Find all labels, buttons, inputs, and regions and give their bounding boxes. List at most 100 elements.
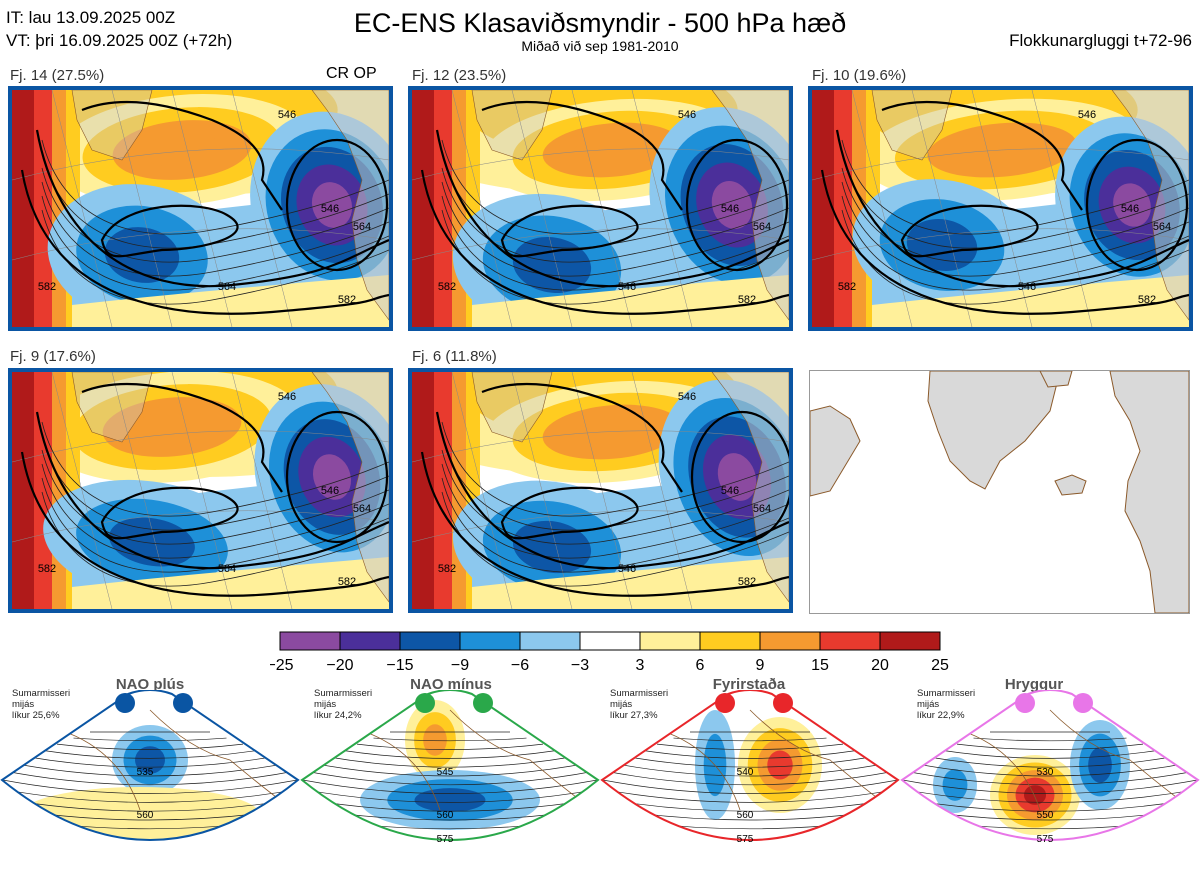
regime-meta: Sumarmisseri mijás líkur 22,9% [917, 688, 975, 721]
height-contour [302, 774, 598, 794]
contour-label: 530 [1037, 767, 1054, 778]
contour-label: 582 [438, 563, 456, 575]
positive-anomaly [572, 134, 652, 166]
contour-label: 560 [437, 810, 454, 821]
norway-land [711, 372, 789, 603]
grid-parallel [412, 228, 789, 261]
regime-name-ridge: Hryggur [1004, 676, 1064, 693]
grid-parallel [12, 228, 389, 261]
height-contour [41, 139, 389, 235]
height-contour [73, 737, 227, 742]
grid-meridian [111, 372, 173, 609]
grid-meridian [511, 90, 573, 327]
height-contour [956, 743, 1144, 750]
grid-meridian [231, 90, 293, 327]
norway-land [711, 90, 789, 321]
height-contour [902, 798, 1198, 830]
height-contour [41, 209, 389, 305]
negative-anomaly [312, 454, 352, 500]
height-contour [623, 755, 877, 768]
grid-parallel [12, 430, 389, 463]
colorbar-tick-label: 20 [871, 657, 889, 674]
cluster-label: Fj. 6 (11.8%) [412, 348, 497, 365]
positive-anomaly [423, 724, 447, 756]
height-contour [302, 792, 598, 821]
negative-anomaly [942, 769, 968, 801]
colorbar-tick-label: −3 [571, 657, 589, 674]
height-contour [2, 767, 298, 786]
height-contour [2, 798, 298, 830]
bold-contour [500, 486, 639, 540]
contour-label: 546 [721, 203, 739, 215]
positive-anomaly [12, 90, 34, 327]
grid-meridian [171, 372, 233, 609]
norway-land [1111, 90, 1189, 321]
contour-label: 546 [721, 485, 739, 497]
height-contour [41, 449, 389, 545]
regime-marker-dot [173, 693, 193, 713]
contour-label: 575 [1037, 834, 1054, 845]
positive-anomaly [1023, 785, 1047, 805]
colorbar-bin [819, 631, 881, 651]
height-contour [340, 749, 560, 759]
height-contour [302, 767, 598, 786]
colorbar-bin [519, 631, 581, 651]
height-contour [41, 463, 389, 559]
contour-label: 582 [738, 576, 756, 588]
colorbar-tick-label: −6 [511, 657, 529, 674]
height-contour [441, 421, 789, 517]
bold-contour [35, 411, 389, 570]
regime-marker-dot [473, 693, 493, 713]
regime-marker-dot [115, 693, 135, 713]
contour-label: 546 [618, 563, 636, 575]
bold-contour [81, 100, 283, 211]
bold-contour [1085, 138, 1189, 272]
contour-label: 546 [278, 109, 296, 121]
bold-contour [35, 129, 389, 288]
cluster-map-12: 546 546 546 564 582 582 [408, 86, 793, 331]
contour-label: 546 [678, 109, 696, 121]
grid-parallel [12, 148, 389, 181]
contour-label: 545 [437, 767, 454, 778]
contour-label: 546 [278, 391, 296, 403]
regime-probability: líkur 27,3% [610, 710, 658, 721]
regime-frame [300, 690, 600, 841]
contour-label: 564 [753, 503, 771, 515]
colorbar-tick-label: −9 [451, 657, 469, 674]
positive-anomaly [412, 90, 434, 327]
grid-parallel [812, 148, 1189, 181]
negative-anomaly [1113, 183, 1151, 227]
contour-label: 564 [218, 281, 236, 293]
canada-land [810, 405, 861, 497]
colorbar-tick-label: −20 [326, 657, 353, 674]
grid-meridian [51, 90, 113, 327]
regime-probability: líkur 25,6% [12, 710, 60, 721]
grid-meridian [171, 90, 233, 327]
positive-anomaly [72, 275, 389, 327]
bold-contour [285, 138, 389, 272]
height-contour [307, 761, 593, 777]
height-contour [40, 749, 260, 759]
height-contour [441, 181, 789, 277]
positive-anomaly [472, 275, 789, 327]
bold-contour [20, 169, 389, 315]
height-contour [841, 139, 1189, 235]
negative-anomaly [711, 180, 753, 230]
height-contour [441, 139, 789, 235]
bold-contour [690, 410, 789, 544]
contour-label: 564 [218, 563, 236, 575]
grid-parallel [412, 430, 789, 463]
height-contour [973, 737, 1127, 742]
cluster-map-9: 546 546 564 564 582 582 [8, 368, 393, 613]
grid-meridian [451, 372, 513, 609]
height-contour [602, 774, 898, 794]
height-contour [902, 774, 1198, 794]
colorbar-tick-label: −15 [386, 657, 413, 674]
contour-label: 546 [1078, 109, 1096, 121]
regime-meta: Sumarmisseri mijás líkur 27,3% [610, 688, 668, 721]
positive-anomaly [472, 557, 789, 609]
contour-label: 546 [678, 391, 696, 403]
height-contour [841, 181, 1189, 277]
height-contour [602, 767, 898, 786]
contour-label: 564 [353, 503, 371, 515]
